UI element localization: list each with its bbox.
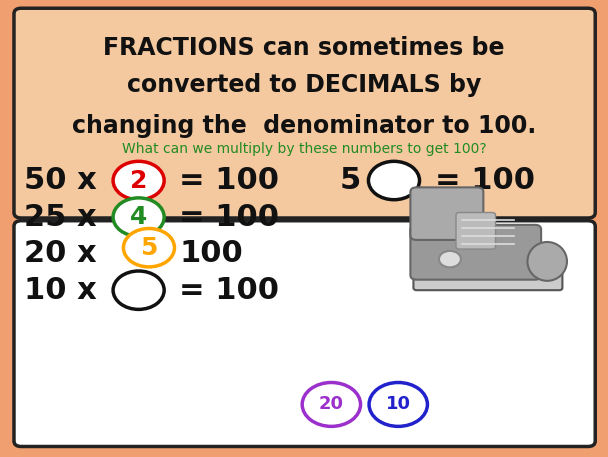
Text: = 100: = 100 [179, 276, 279, 305]
Text: 5: 5 [140, 236, 157, 260]
Text: changing the  denominator to 100.: changing the denominator to 100. [72, 114, 536, 138]
Text: 4: 4 [130, 205, 147, 229]
Ellipse shape [528, 242, 567, 281]
Text: 2: 2 [130, 169, 147, 192]
Text: 25 x: 25 x [24, 202, 97, 232]
Text: = 100: = 100 [435, 166, 534, 195]
Text: converted to DECIMALS by: converted to DECIMALS by [127, 73, 481, 96]
Text: 50 x: 50 x [24, 166, 97, 195]
Text: = 100: = 100 [179, 202, 279, 232]
Text: 5 x: 5 x [340, 166, 392, 195]
Circle shape [113, 271, 164, 309]
Text: 10: 10 [385, 395, 411, 414]
Text: FRACTIONS can sometimes be: FRACTIONS can sometimes be [103, 36, 505, 60]
Circle shape [369, 383, 427, 426]
Circle shape [439, 251, 461, 267]
Circle shape [113, 161, 164, 200]
Text: 20 x: 20 x [24, 239, 97, 268]
Circle shape [368, 161, 420, 200]
FancyBboxPatch shape [14, 221, 595, 446]
FancyBboxPatch shape [14, 8, 595, 218]
Text: 100: 100 [179, 239, 243, 268]
FancyBboxPatch shape [410, 225, 541, 280]
Text: = 100: = 100 [179, 166, 279, 195]
Circle shape [123, 228, 174, 267]
FancyBboxPatch shape [410, 187, 483, 240]
Text: What can we multiply by these numbers to get 100?: What can we multiply by these numbers to… [122, 142, 486, 155]
FancyBboxPatch shape [456, 213, 496, 249]
FancyBboxPatch shape [413, 271, 562, 290]
Text: 10 x: 10 x [24, 276, 97, 305]
Circle shape [113, 198, 164, 236]
Circle shape [302, 383, 361, 426]
Text: 20: 20 [319, 395, 344, 414]
